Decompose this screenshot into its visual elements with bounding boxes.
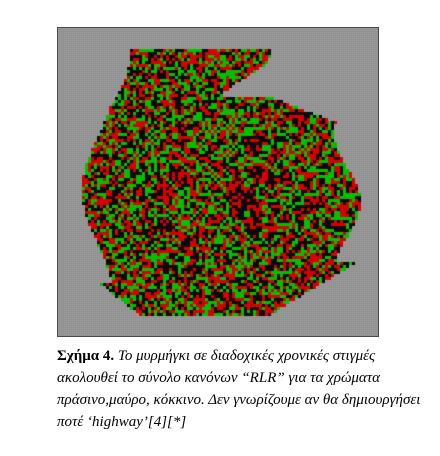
- caption-label: Σχήμα 4.: [57, 348, 115, 364]
- figure-caption: Σχήμα 4. Το μυρμήγκι σε διαδοχικές χρονι…: [57, 345, 427, 433]
- ant-pattern-figure: [57, 27, 379, 337]
- caption-text: Το μυρμήγκι σε διαδοχικές χρονικές στιγμ…: [57, 348, 421, 430]
- ant-pattern-image: [58, 28, 378, 336]
